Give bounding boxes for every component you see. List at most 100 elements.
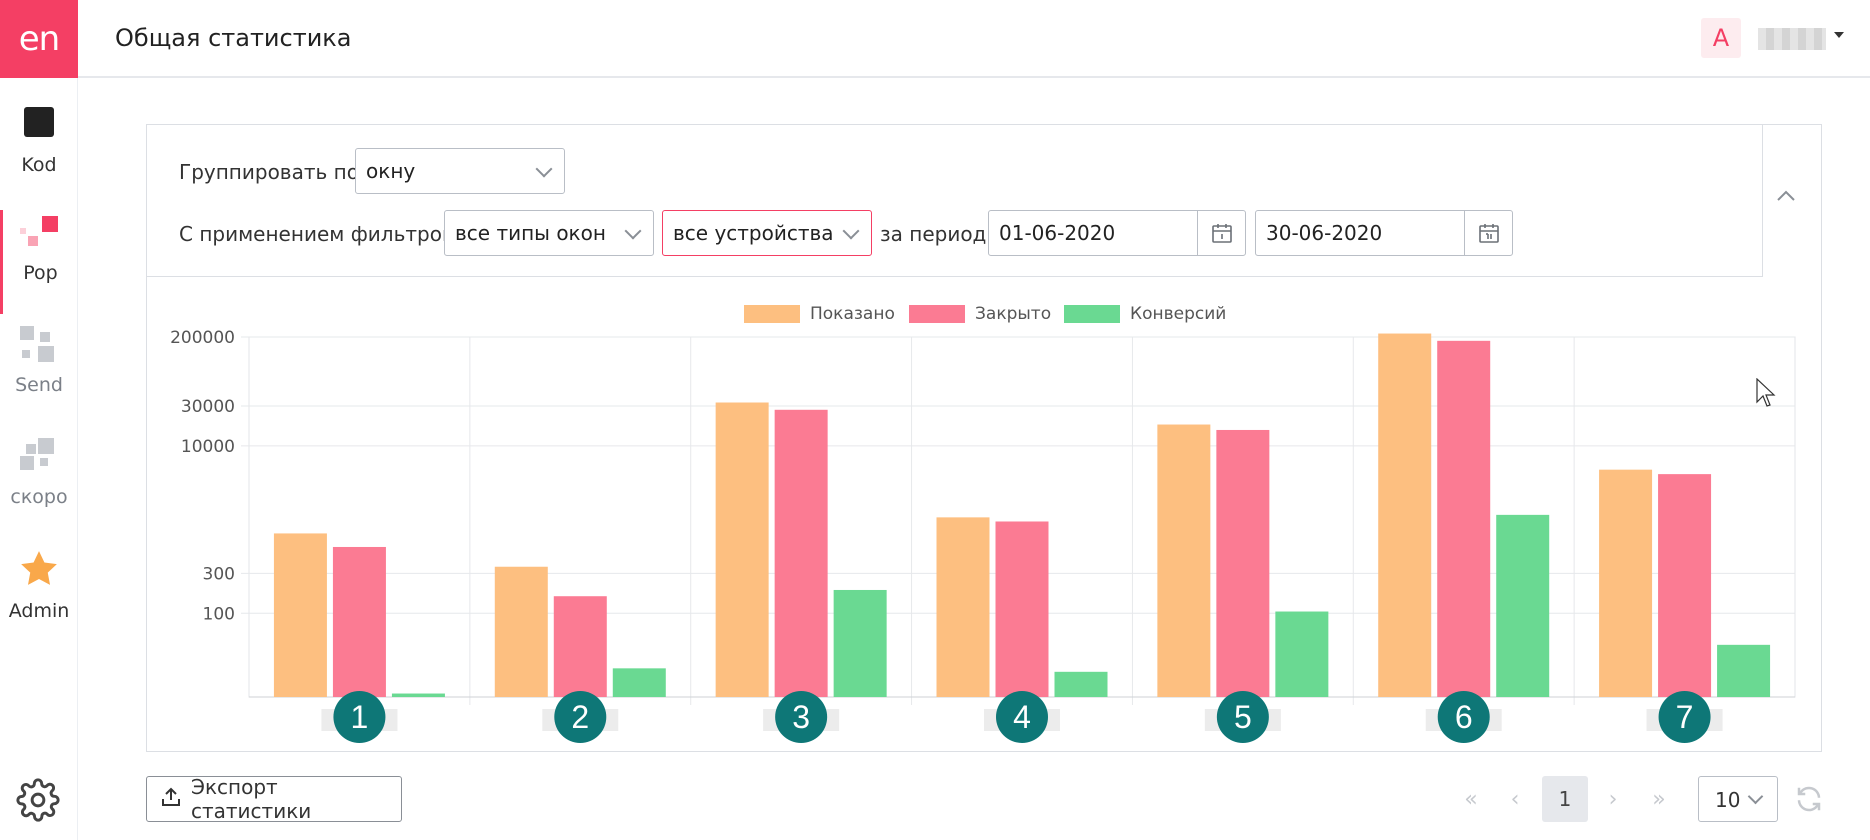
sidebar-item-send[interactable]: Send — [0, 322, 78, 426]
square-icon — [18, 102, 60, 144]
bar — [1275, 611, 1329, 697]
category-number-badge — [775, 691, 828, 743]
legend-swatch — [1064, 305, 1120, 323]
sidebar-item-admin[interactable]: Admin — [0, 548, 78, 652]
bar — [936, 517, 990, 697]
bar — [494, 566, 548, 697]
category-number: 3 — [792, 699, 810, 735]
bar — [1437, 340, 1491, 697]
legend-label: Конверсий — [1130, 304, 1227, 324]
first-page-button[interactable]: « — [1464, 786, 1478, 812]
legend-shown[interactable]: Показано — [744, 304, 895, 324]
category-number-badge — [1658, 691, 1711, 743]
date-to-input[interactable] — [1256, 211, 1464, 255]
group-by-select[interactable]: окну — [355, 148, 565, 194]
user-name-redacted[interactable] — [1758, 28, 1826, 50]
bar — [1054, 671, 1108, 697]
sidebar-item-label: Admin — [8, 600, 70, 622]
send-icon — [18, 322, 60, 364]
calendar-icon[interactable] — [1464, 211, 1512, 255]
pop-icon — [19, 210, 62, 252]
category-number-badge — [1437, 691, 1490, 743]
bar — [1157, 424, 1211, 697]
chevron-down-icon — [1747, 788, 1764, 805]
devices-value: все устройства — [673, 221, 834, 245]
date-from-field[interactable] — [988, 210, 1246, 256]
per-page-select[interactable]: 10 — [1698, 776, 1778, 822]
y-tick-label: 30000 — [181, 397, 235, 417]
bar — [715, 402, 769, 697]
bar — [1216, 429, 1270, 697]
current-page-button[interactable]: 1 — [1542, 776, 1588, 822]
bar — [833, 589, 887, 697]
category-number: 1 — [351, 699, 369, 735]
bar — [1496, 514, 1550, 697]
bar — [553, 596, 607, 697]
category-number: 2 — [571, 699, 589, 735]
export-stats-button[interactable]: Экспорт статистики — [146, 775, 402, 823]
mouse-cursor-icon — [1756, 377, 1776, 412]
sidebar-item-pop[interactable]: Pop — [0, 210, 78, 314]
y-tick-label: 300 — [203, 564, 235, 584]
page-title: Общая статистика — [115, 24, 352, 52]
window-types-value: все типы окон — [455, 221, 606, 245]
sidebar-item-kod[interactable]: Kod — [0, 102, 78, 206]
legend-label: Закрыто — [975, 304, 1052, 324]
filters-section: Группировать по окну С применением фильт… — [147, 125, 1763, 277]
prev-page-button[interactable]: ‹ — [1510, 786, 1520, 812]
gear-icon[interactable] — [16, 778, 60, 822]
period-label: за период — [880, 222, 987, 246]
legend-label: Показано — [810, 304, 895, 324]
group-by-label: Группировать по — [179, 160, 359, 184]
date-to-field[interactable] — [1255, 210, 1513, 256]
y-tick-label: 10000 — [181, 437, 235, 457]
legend-closed[interactable]: Закрыто — [909, 304, 1051, 324]
y-tick-label: 100 — [203, 604, 235, 624]
export-stats-label: Экспорт статистики — [191, 775, 312, 823]
category-number-badge — [554, 691, 607, 743]
y-tick-label: 200000 — [170, 328, 235, 348]
legend-swatch — [909, 305, 965, 323]
star-icon — [18, 548, 60, 590]
legend-swatch — [744, 305, 800, 323]
group-by-value: окну — [366, 159, 416, 183]
last-page-button[interactable]: » — [1652, 786, 1666, 812]
category-number-badge — [333, 691, 386, 743]
bar — [1599, 469, 1653, 697]
bar — [774, 409, 828, 697]
next-page-button[interactable]: › — [1608, 786, 1618, 812]
soon-icon — [18, 434, 60, 476]
bar — [1717, 644, 1771, 697]
filters-label: С применением фильтров — [179, 222, 454, 246]
sidebar-item-label: Kod — [21, 154, 57, 176]
caret-down-icon[interactable] — [1834, 32, 1844, 38]
category-number: 4 — [1013, 699, 1031, 735]
date-from-input[interactable] — [989, 211, 1197, 255]
bar — [332, 546, 386, 697]
category-number: 5 — [1234, 699, 1252, 735]
devices-select[interactable]: все устройства — [662, 210, 872, 256]
stats-bar-chart: 200000 30000 10000 300 100 1 2 3 4 5 6 7 — [170, 328, 1796, 743]
refresh-icon[interactable] — [1794, 784, 1824, 814]
sidebar: en Kod Pop Send скоро — [0, 0, 78, 840]
per-page-value: 10 — [1715, 788, 1741, 812]
bar — [1378, 333, 1432, 697]
sidebar-item-label: Pop — [23, 262, 58, 284]
calendar-icon[interactable] — [1197, 211, 1245, 255]
app-logo[interactable]: en — [0, 0, 78, 78]
stats-panel: Группировать по окну С применением фильт… — [146, 124, 1822, 752]
collapse-chevron-up-icon[interactable] — [1775, 185, 1797, 207]
avatar[interactable]: A — [1701, 18, 1741, 58]
upload-icon — [161, 787, 181, 812]
category-number-badge — [1216, 691, 1269, 743]
bar — [612, 668, 666, 697]
sidebar-item-label: скоро — [10, 486, 68, 508]
sidebar-item-label: Send — [15, 374, 63, 396]
bar — [995, 521, 1049, 697]
category-number-badge — [996, 691, 1048, 743]
legend-conversions[interactable]: Конверсий — [1064, 304, 1226, 324]
window-types-select[interactable]: все типы окон — [444, 210, 654, 256]
bar — [1658, 474, 1712, 697]
category-number: 7 — [1676, 699, 1694, 735]
sidebar-item-soon[interactable]: скоро — [0, 434, 78, 538]
